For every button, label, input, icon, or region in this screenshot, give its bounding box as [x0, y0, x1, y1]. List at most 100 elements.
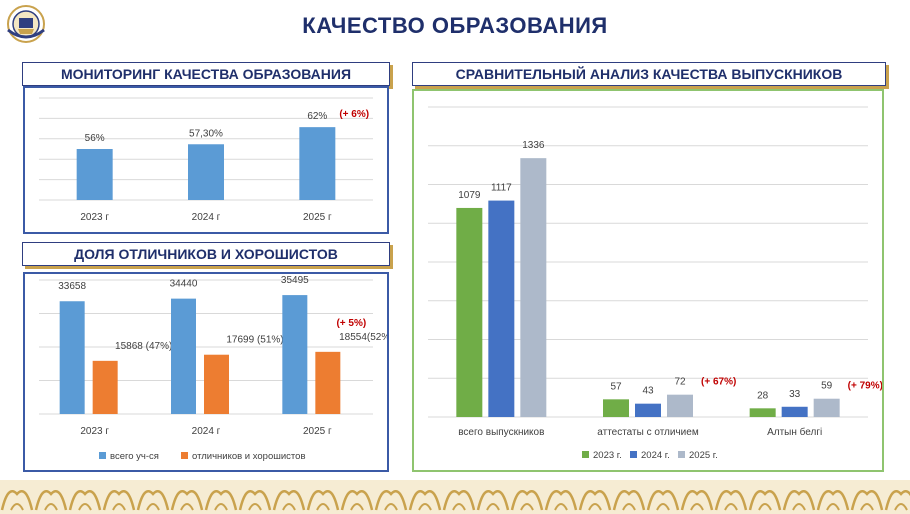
ornament-motif	[214, 503, 228, 511]
graduates-analysis-section-header: СРАВНИТЕЛЬНЫЙ АНАЛИЗ КАЧЕСТВА ВЫПУСКНИКО…	[412, 62, 886, 86]
ornament-motif	[894, 503, 908, 511]
ornament-motif	[724, 503, 738, 511]
category-label: 2025 г	[303, 426, 332, 437]
monitoring-section-header: МОНИТОРИНГ КАЧЕСТВА ОБРАЗОВАНИЯ	[22, 62, 390, 86]
data-label: 1336	[522, 140, 545, 151]
ornament-motif	[78, 503, 92, 511]
ornament-motif	[476, 490, 510, 511]
ornament-motif	[748, 490, 782, 511]
ornament-motif	[646, 490, 680, 511]
legend-label: 2023 г.	[593, 450, 622, 461]
ornament-motif	[204, 490, 238, 511]
bar-2024 г.-аттестаты с отличием	[635, 403, 661, 417]
ornament-motif	[612, 490, 646, 511]
bar-2025 г.-Алтын белгі	[813, 398, 840, 417]
bar-total-2025 г	[282, 295, 308, 414]
ornament-motif	[272, 490, 306, 511]
bar-total-2023 г	[59, 301, 85, 414]
ornament-motif	[816, 490, 850, 511]
data-label: 33658	[58, 281, 86, 292]
category-label: 2024 г	[192, 426, 221, 437]
data-label: 43	[642, 386, 654, 397]
growth-annotation: (+ 79%)	[848, 381, 882, 392]
category-label: 2023 г	[80, 426, 109, 437]
legend-swatch	[678, 451, 685, 458]
data-label: 15868 (47%)	[115, 341, 172, 352]
ornament-motif	[714, 490, 748, 511]
growth-annotation: (+ 6%)	[339, 109, 369, 120]
bar-2023 г.-аттестаты с отличием	[603, 399, 629, 417]
category-label: аттестаты с отличием	[597, 427, 699, 438]
legend-swatch	[630, 451, 637, 458]
data-label: 72	[674, 377, 686, 388]
ornament-motif	[238, 490, 272, 511]
bar-excellent-2025 г	[315, 351, 341, 414]
legend-swatch	[99, 452, 106, 459]
ornament-motif	[690, 503, 704, 511]
category-label: Алтын белгі	[767, 426, 822, 438]
bar-2024 г	[188, 144, 224, 200]
category-label: всего выпускников	[458, 427, 544, 438]
ornament-motif	[248, 503, 262, 511]
data-label: 1117	[491, 183, 512, 194]
ornament-motif	[782, 490, 816, 511]
graduates-comparison-chart: 1079 1117 1336 всего выпускников 57 43 72 аттес…	[428, 106, 883, 461]
bar-2024 г.-Алтын белгі	[781, 406, 808, 417]
ornament-motif	[136, 490, 170, 511]
legend-label: отличников и хорошистов	[192, 451, 306, 462]
ornament-motif	[112, 503, 126, 511]
ornament-motif	[34, 490, 68, 511]
data-label: 18554(52%)	[339, 332, 387, 343]
decorative-ornament-border	[0, 480, 910, 514]
excellent-students-chart: 33658 15868 (47%) 2023 г 34440 17699 (51%) 20…	[39, 275, 394, 462]
ornament-motif	[306, 490, 340, 511]
ornament-motif	[316, 503, 330, 511]
ornament-motif	[554, 503, 568, 511]
ornament-motif	[170, 490, 204, 511]
quality-monitoring-chart: 56% 2023 г 57,30% 2024 г 62% 2025 г (+ 6%)	[39, 97, 373, 223]
ornament-motif	[282, 503, 296, 511]
data-label: 56%	[85, 133, 105, 144]
ornament-motif	[340, 490, 374, 511]
legend-label: всего уч-ся	[110, 451, 159, 462]
category-label: 2023 г	[80, 212, 109, 223]
bar-2023 г.-Алтын белгі	[749, 408, 776, 417]
bar-excellent-2024 г	[204, 354, 229, 414]
data-label: 28	[757, 390, 769, 401]
ornament-motif	[384, 503, 398, 511]
ornament-background	[0, 480, 910, 514]
legend-swatch	[181, 452, 188, 459]
ornament-motif	[680, 490, 714, 511]
bar-2025 г	[299, 127, 336, 200]
ornament-motif	[860, 503, 874, 511]
ornament-motif	[418, 503, 432, 511]
bar-2023 г	[76, 149, 113, 200]
ornament-motif	[408, 490, 442, 511]
ornament-motif	[850, 490, 884, 511]
ornament-motif	[520, 503, 534, 511]
bar-2024 г.-всего выпускников	[488, 200, 515, 417]
bar-excellent-2023 г	[92, 360, 118, 414]
growth-annotation: (+ 67%)	[701, 377, 736, 388]
monitoring-chart-panel: 56% 2023 г 57,30% 2024 г 62% 2025 г (+ 6%)	[23, 86, 389, 234]
ornament-motif	[588, 503, 602, 511]
data-label: 57,30%	[189, 128, 223, 139]
ornament-motif	[102, 490, 136, 511]
data-label: 57	[610, 381, 622, 392]
ornament-motif	[0, 490, 34, 511]
data-label: 35495	[281, 275, 309, 286]
ornament-motif	[442, 490, 476, 511]
ornament-motif	[578, 490, 612, 511]
ornament-motif	[792, 503, 806, 511]
data-label: 17699 (51%)	[226, 335, 283, 346]
ornament-motif	[486, 503, 500, 511]
bar-total-2024 г	[171, 298, 196, 414]
growth-annotation: (+ 5%)	[336, 318, 366, 329]
category-label: 2024 г	[192, 212, 221, 223]
bar-2025 г.-аттестаты с отличием	[667, 394, 693, 417]
ornament-motif	[826, 503, 840, 511]
data-label: 59	[821, 381, 833, 392]
graduates-chart-panel: 1079 1117 1336 всего выпускников 57 43 72 аттес…	[412, 89, 884, 472]
category-label: 2025 г	[303, 212, 332, 223]
ornament-motif	[544, 490, 578, 511]
